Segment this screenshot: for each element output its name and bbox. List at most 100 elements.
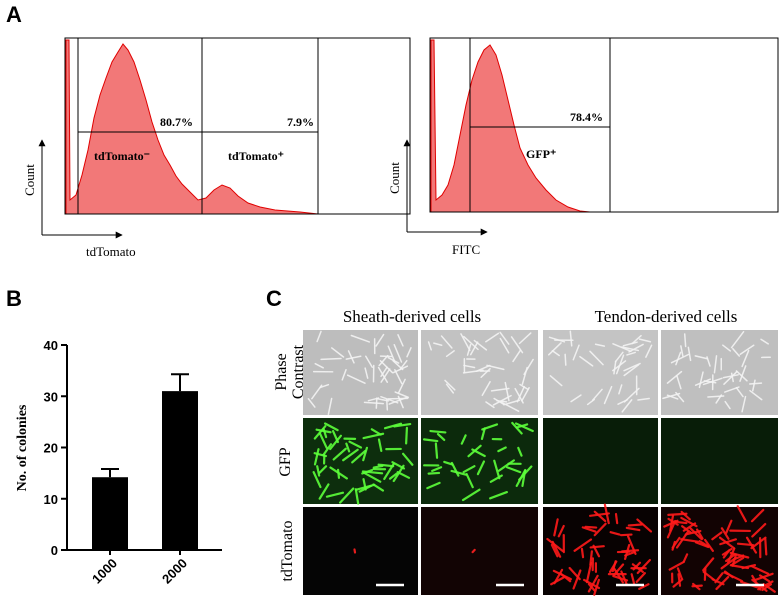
- cell: [466, 343, 472, 356]
- cell: [307, 397, 316, 408]
- cell: [318, 465, 328, 474]
- y-tick-label: 30: [44, 389, 58, 404]
- cell: [387, 345, 396, 363]
- cell: [589, 350, 604, 366]
- cell: [481, 381, 491, 397]
- cell: [406, 347, 412, 358]
- cell: [383, 422, 403, 430]
- y-tick-label: 10: [44, 492, 58, 507]
- cell: [388, 472, 398, 480]
- y-axis-label: No. of colonies: [15, 404, 30, 491]
- bar-chart: No. of colonies 0 10 20 30 40 1000 2000: [15, 338, 222, 587]
- cell: [671, 536, 681, 549]
- cell: [719, 538, 737, 546]
- cell: [749, 389, 763, 401]
- cell: [619, 533, 633, 537]
- cell: [377, 366, 389, 383]
- cell: [380, 368, 391, 383]
- cell: [444, 379, 456, 391]
- cell: [443, 460, 454, 466]
- cell: [589, 545, 605, 549]
- cell: [750, 508, 765, 523]
- cell: [620, 570, 629, 587]
- microscopy-grid: Sheath-derived cells Tendon-derived cell…: [273, 307, 778, 596]
- micrograph: [661, 330, 778, 415]
- cell: [689, 527, 703, 541]
- axis-label: Count: [387, 162, 402, 194]
- cell: [503, 399, 521, 406]
- cell: [666, 519, 677, 539]
- cell: [510, 336, 524, 354]
- cell: [319, 383, 330, 389]
- cell: [672, 578, 684, 588]
- plot-frame: [64, 37, 411, 215]
- cell: [514, 422, 534, 433]
- cell: [680, 538, 699, 543]
- cell: [760, 338, 769, 345]
- gate-percent: 80.7%: [160, 115, 193, 129]
- cell: [436, 432, 446, 442]
- cell: [473, 339, 488, 351]
- cell: [427, 341, 432, 351]
- cell: [471, 548, 476, 554]
- cell: [405, 426, 409, 445]
- cell: [397, 334, 404, 347]
- cell: [557, 524, 565, 538]
- cell: [433, 342, 443, 347]
- cell: [347, 350, 355, 364]
- cell: [715, 575, 730, 591]
- flow-plot-right: 78.4% GFP⁺ Count FITC: [387, 37, 779, 257]
- cell: [354, 483, 376, 491]
- cell: [739, 344, 755, 356]
- cell: [341, 368, 347, 381]
- cell: [680, 345, 684, 357]
- cell: [485, 332, 500, 343]
- cell: [445, 383, 454, 394]
- axis-label: Count: [22, 164, 37, 196]
- cell: [512, 349, 522, 363]
- cell: [460, 333, 471, 352]
- cell: [735, 386, 744, 398]
- gate-percent: 7.9%: [287, 115, 314, 129]
- cell: [676, 567, 683, 580]
- cell: [579, 355, 594, 367]
- cell: [618, 384, 623, 395]
- cell: [338, 487, 355, 504]
- cell: [680, 510, 691, 521]
- cell: [572, 569, 582, 590]
- cell: [694, 541, 710, 549]
- cell: [361, 470, 384, 475]
- cell: [462, 369, 484, 374]
- cell: [636, 558, 652, 575]
- cell: [493, 459, 501, 480]
- flow-plot-left: 80.7% 7.9% tdTomato⁻ tdTomato⁺ Count tdT…: [22, 37, 411, 259]
- cell: [476, 460, 486, 476]
- cell: [465, 472, 474, 489]
- panel-label: B: [6, 286, 22, 311]
- cell: [677, 573, 682, 587]
- cell: [585, 561, 593, 584]
- gate-name: GFP⁺: [526, 147, 556, 161]
- cell: [729, 564, 750, 570]
- cell: [394, 391, 410, 399]
- cell: [608, 560, 618, 573]
- cell: [325, 491, 345, 498]
- cell: [422, 438, 439, 443]
- cell: [687, 346, 692, 362]
- cell: [729, 551, 750, 559]
- cell: [493, 397, 504, 405]
- cell: [362, 471, 382, 483]
- cell: [354, 488, 360, 505]
- cell: [327, 397, 333, 416]
- cell: [402, 452, 414, 466]
- cell: [480, 367, 491, 379]
- cell: [318, 483, 330, 500]
- cell: [694, 378, 711, 386]
- cell: [593, 522, 607, 537]
- cell: [377, 463, 395, 468]
- cell: [718, 536, 736, 550]
- cell: [480, 427, 486, 441]
- cell: [499, 331, 510, 345]
- cell: [621, 399, 633, 413]
